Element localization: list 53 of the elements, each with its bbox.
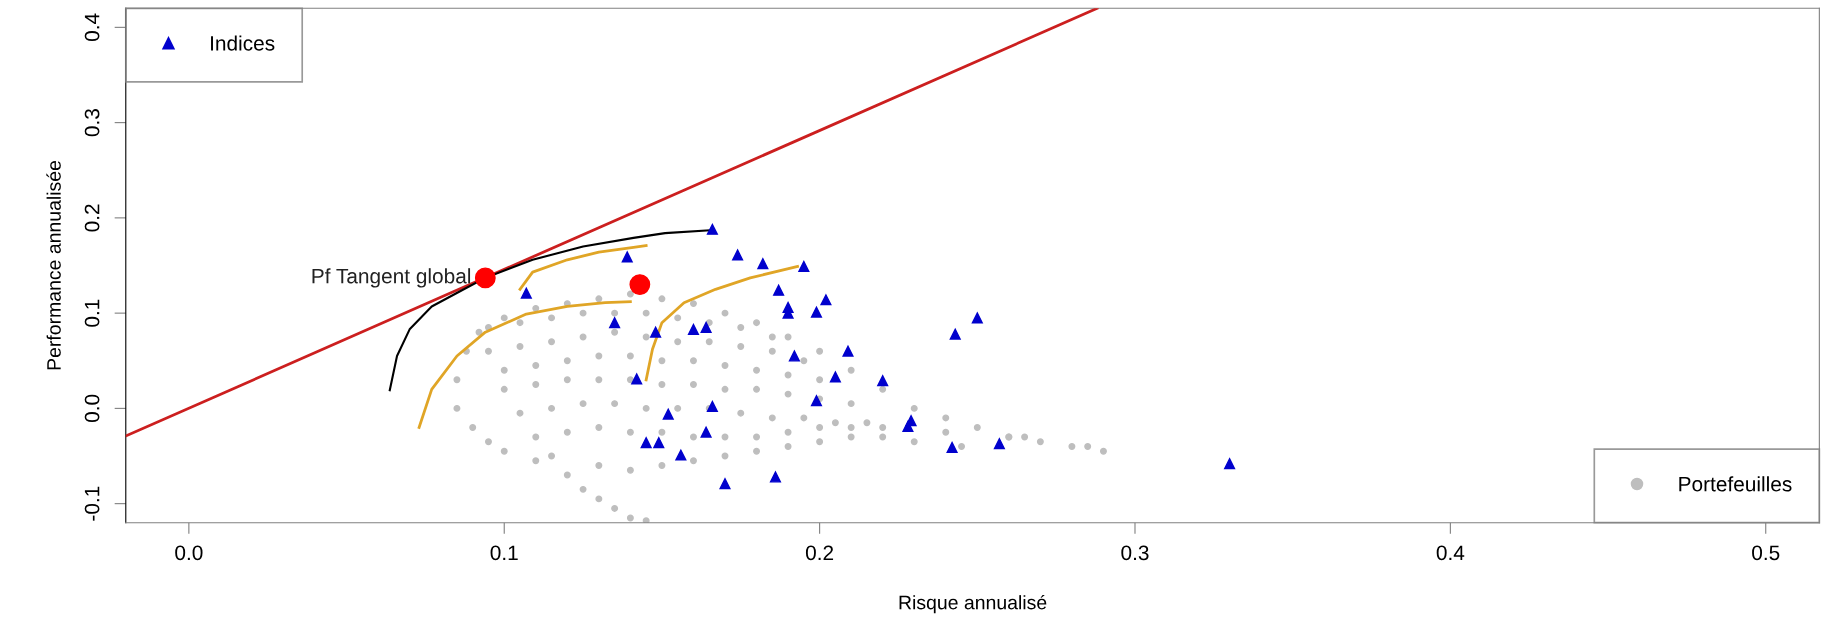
point xyxy=(520,287,532,299)
x-tick-label: 0.5 xyxy=(1752,545,1780,561)
point xyxy=(788,350,800,362)
point xyxy=(971,312,983,324)
point xyxy=(706,400,718,413)
point xyxy=(732,249,744,261)
point xyxy=(653,437,665,449)
y-tick-label: -0.1 xyxy=(84,486,100,521)
point xyxy=(629,274,651,295)
point xyxy=(769,471,782,483)
point xyxy=(902,420,914,433)
y-axis-title: Performance annualisée xyxy=(46,160,61,370)
point xyxy=(621,251,633,263)
point xyxy=(700,426,712,438)
x-tick-label: 0.4 xyxy=(1436,545,1465,561)
point xyxy=(946,441,958,454)
point xyxy=(820,294,832,306)
point xyxy=(842,345,854,357)
y-tick-label: 0.3 xyxy=(84,109,100,137)
point xyxy=(877,375,889,387)
point xyxy=(474,267,496,289)
point xyxy=(993,438,1005,450)
point xyxy=(700,321,712,333)
point xyxy=(810,306,823,318)
point xyxy=(949,328,961,340)
line-series xyxy=(417,300,632,429)
x-axis-title: Risque annualisé xyxy=(899,594,1047,614)
legend-label: Portefeuilles xyxy=(1679,476,1792,492)
x-tick-label: 0.3 xyxy=(1121,545,1149,561)
point xyxy=(650,326,662,338)
point xyxy=(1224,458,1236,470)
y-tick-label: 0.2 xyxy=(84,204,100,232)
y-tick-label: 0.4 xyxy=(84,13,100,42)
point xyxy=(829,371,841,383)
point xyxy=(609,317,621,329)
x-tick-label: 0.0 xyxy=(175,545,203,561)
point xyxy=(687,323,700,335)
point xyxy=(810,395,823,407)
point xyxy=(631,373,643,385)
y-tick-label: 0.1 xyxy=(84,299,100,327)
legend-label: Indices xyxy=(211,35,275,51)
point xyxy=(640,437,652,449)
point xyxy=(719,478,731,490)
annotation: Pf Tangent global xyxy=(312,268,471,288)
x-tick-label: 0.2 xyxy=(805,545,834,561)
point xyxy=(773,284,785,296)
point xyxy=(662,408,674,420)
point xyxy=(675,449,687,461)
point xyxy=(706,223,718,235)
point xyxy=(798,260,810,273)
point xyxy=(757,258,769,270)
y-tick-label: 0.0 xyxy=(84,394,100,423)
x-tick-label: 0.1 xyxy=(490,545,518,561)
